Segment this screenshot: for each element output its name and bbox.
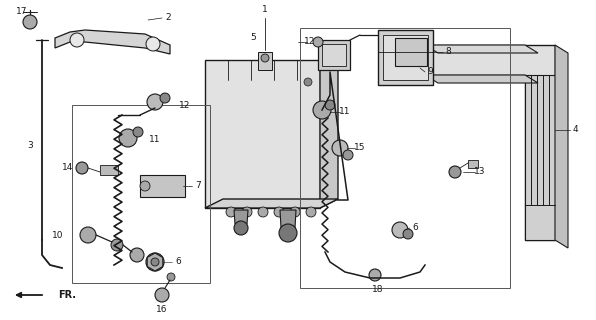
Circle shape [76, 162, 88, 174]
Text: 5: 5 [250, 34, 256, 43]
Bar [378, 30, 433, 85]
Circle shape [146, 37, 160, 51]
Text: 9: 9 [427, 68, 433, 76]
Bar [100, 165, 118, 175]
Bar [395, 38, 427, 66]
Text: 10: 10 [52, 230, 64, 239]
Text: 8: 8 [445, 47, 451, 57]
Circle shape [313, 101, 331, 119]
Circle shape [332, 140, 348, 156]
Polygon shape [320, 51, 338, 208]
Polygon shape [147, 253, 163, 271]
Circle shape [325, 100, 335, 110]
Text: 11: 11 [149, 135, 161, 145]
Circle shape [403, 229, 413, 239]
Polygon shape [555, 45, 568, 248]
Text: 6: 6 [412, 223, 418, 233]
Polygon shape [425, 75, 538, 83]
Bar [140, 175, 185, 197]
Circle shape [258, 207, 268, 217]
Text: 12: 12 [305, 37, 316, 46]
Circle shape [151, 258, 159, 266]
Bar [318, 40, 350, 70]
Circle shape [274, 207, 284, 217]
Circle shape [23, 15, 37, 29]
Bar [322, 44, 346, 66]
Text: 14: 14 [63, 164, 74, 172]
Text: 7: 7 [195, 181, 201, 190]
Circle shape [313, 37, 323, 47]
Text: 17: 17 [16, 7, 28, 17]
Circle shape [261, 54, 269, 62]
Circle shape [304, 78, 312, 86]
Text: 18: 18 [372, 285, 384, 294]
Text: 6: 6 [175, 258, 181, 267]
Circle shape [111, 239, 123, 251]
Text: 2: 2 [165, 13, 171, 22]
Bar [72, 105, 210, 283]
Circle shape [119, 129, 137, 147]
Text: 12: 12 [179, 100, 191, 109]
Text: FR.: FR. [58, 290, 76, 300]
Circle shape [449, 166, 461, 178]
Circle shape [155, 288, 169, 302]
Circle shape [242, 207, 252, 217]
Circle shape [226, 207, 236, 217]
Circle shape [279, 224, 297, 242]
Text: 11: 11 [339, 108, 351, 116]
Circle shape [80, 227, 96, 243]
Circle shape [290, 207, 300, 217]
Polygon shape [234, 210, 248, 224]
Bar [258, 52, 272, 70]
Circle shape [392, 222, 408, 238]
Polygon shape [425, 45, 538, 53]
Circle shape [70, 33, 84, 47]
Circle shape [234, 221, 248, 235]
Bar [300, 28, 510, 288]
Polygon shape [425, 45, 555, 240]
Text: 15: 15 [354, 143, 366, 153]
Circle shape [130, 248, 144, 262]
Bar [383, 35, 428, 80]
Circle shape [306, 207, 316, 217]
Circle shape [133, 127, 143, 137]
Polygon shape [280, 210, 296, 228]
Circle shape [160, 93, 170, 103]
Text: 13: 13 [474, 167, 486, 177]
Circle shape [369, 269, 381, 281]
Polygon shape [55, 30, 170, 54]
Text: 1: 1 [262, 5, 268, 14]
Polygon shape [525, 75, 555, 240]
Text: 4: 4 [572, 125, 578, 134]
Text: 16: 16 [156, 306, 167, 315]
Bar [468, 160, 478, 168]
Polygon shape [205, 199, 338, 208]
Polygon shape [205, 60, 320, 208]
Text: 3: 3 [27, 140, 33, 149]
Circle shape [140, 181, 150, 191]
Circle shape [147, 94, 163, 110]
Circle shape [167, 273, 175, 281]
Circle shape [146, 253, 164, 271]
Circle shape [343, 150, 353, 160]
